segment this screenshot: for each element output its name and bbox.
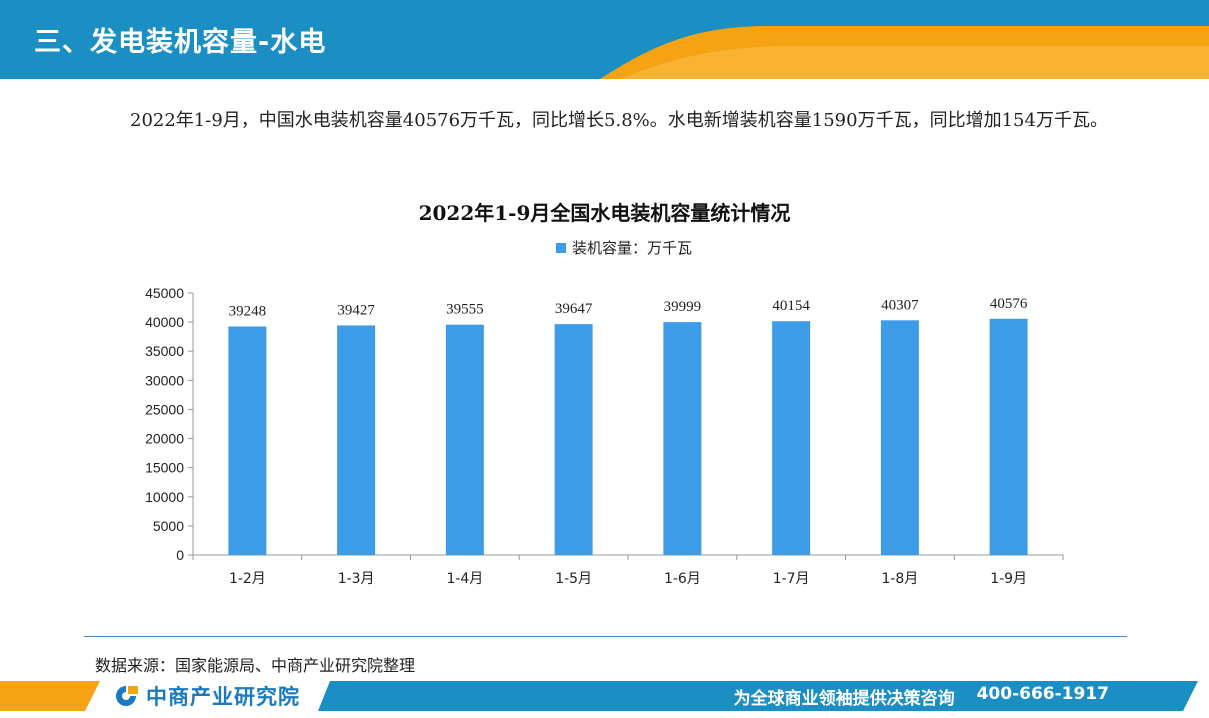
bar <box>554 324 593 555</box>
bar <box>337 325 376 555</box>
bar <box>772 321 811 555</box>
bar <box>228 326 267 555</box>
data-label: 39647 <box>555 301 593 317</box>
divider-line <box>84 636 1127 637</box>
header-background <box>0 0 1209 79</box>
bar-chart: 0 5000 10000 15000 20000 25000 30000 35000 40000… <box>145 285 1064 587</box>
header-banner: 三、发电装机容量-水电 <box>0 0 1209 79</box>
y-tick-label: 25000 <box>145 401 184 417</box>
y-tick-label: 35000 <box>145 343 184 359</box>
data-label: 40576 <box>990 296 1028 312</box>
source-note: 数据来源：国家能源局、中商产业研究院整理 <box>95 656 416 675</box>
y-tick-label: 45000 <box>145 285 184 301</box>
legend-swatch <box>556 242 566 253</box>
x-tick-label: 1-7月 <box>773 571 810 587</box>
footer-background <box>0 681 1198 711</box>
x-tick-label: 1-4月 <box>446 571 483 587</box>
x-tick-label: 1-2月 <box>229 571 266 587</box>
y-tick-label: 5000 <box>153 518 184 534</box>
y-tick-label: 40000 <box>145 314 184 330</box>
x-tick-label: 1-9月 <box>990 571 1027 587</box>
x-tick-label: 1-5月 <box>555 571 592 587</box>
y-tick-label: 20000 <box>145 431 184 447</box>
phone-number: 400-666-1917 <box>976 684 1109 704</box>
data-label: 39248 <box>229 303 267 319</box>
intro-paragraph: 2022年1-9月，中国水电装机容量40576万千瓦，同比增长5.8%。水电新增… <box>130 110 1108 131</box>
company-logo: 中商产业研究院 <box>112 681 300 711</box>
y-tick-label: 30000 <box>145 372 184 388</box>
data-label: 39555 <box>446 302 484 318</box>
x-tick-label: 1-6月 <box>664 571 701 587</box>
bar <box>445 324 484 555</box>
slogan-text: 为全球商业领袖提供决策咨询 <box>733 689 955 709</box>
footer-slogan: 为全球商业领袖提供决策咨询 400-666-1917 <box>734 684 1109 709</box>
y-tick-label: 10000 <box>145 489 184 505</box>
data-label: 39999 <box>664 299 702 315</box>
x-tick-label: 1-8月 <box>881 571 918 587</box>
footer-bar <box>0 681 1209 711</box>
x-tick-label: 1-3月 <box>338 571 375 587</box>
data-label: 39427 <box>337 302 375 318</box>
chart-title: 2022年1-9月全国水电装机容量统计情况 <box>418 201 791 225</box>
data-label: 40154 <box>772 298 810 314</box>
chart-legend: 装机容量：万千瓦 <box>556 237 692 258</box>
legend-label: 装机容量：万千瓦 <box>572 239 693 257</box>
y-tick-label: 15000 <box>145 460 184 476</box>
bar <box>989 318 1028 555</box>
bar <box>663 322 702 555</box>
logo-icon <box>116 686 138 706</box>
logo-text: 中商产业研究院 <box>146 685 300 709</box>
y-tick-label: 0 <box>176 547 184 563</box>
page-title: 三、发电装机容量-水电 <box>34 27 327 58</box>
bar <box>880 320 919 555</box>
data-label: 40307 <box>881 297 919 313</box>
